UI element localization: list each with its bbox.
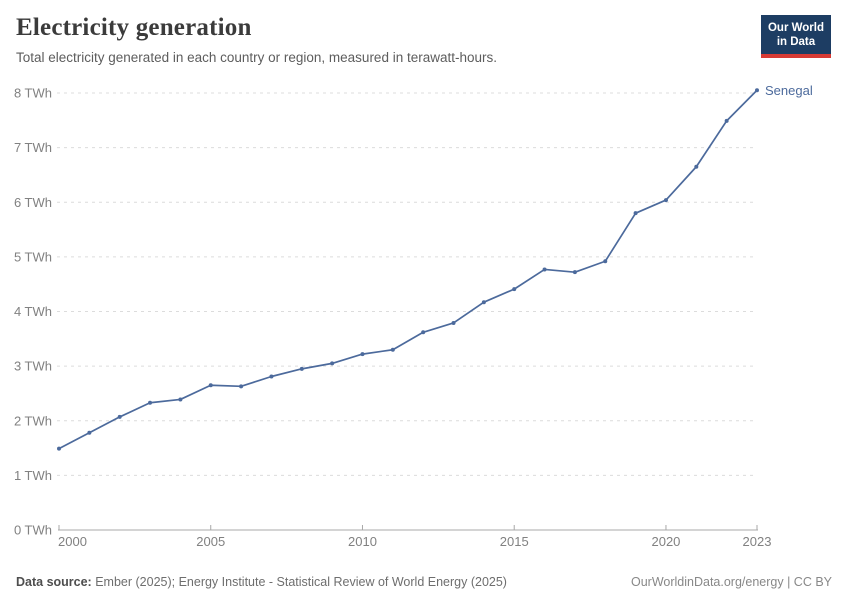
owid-logo-line2: in Data [776, 36, 816, 49]
data-point[interactable] [269, 374, 274, 379]
y-tick-label: 1 TWh [14, 468, 52, 483]
x-tick-label: 2000 [58, 534, 87, 549]
line-chart[interactable]: 0 TWh 1 TWh 2 TWh 3 TWh 4 TWh 5 TWh 6 TWh 7 TWh… [0, 80, 850, 555]
data-point[interactable] [87, 430, 92, 435]
data-point[interactable] [239, 384, 244, 389]
data-source: Data source: Ember (2025); Energy Instit… [16, 575, 507, 589]
data-point[interactable] [481, 300, 486, 305]
owid-logo[interactable]: Our World in Data [760, 15, 831, 59]
x-tick-label: 2020 [651, 534, 680, 549]
chart-subtitle: Total electricity generated in each coun… [16, 50, 497, 65]
data-point[interactable] [603, 259, 608, 264]
y-tick-label: 0 TWh [14, 523, 52, 538]
data-point[interactable] [360, 352, 365, 357]
data-point[interactable] [451, 320, 456, 325]
y-tick-label: 8 TWh [14, 86, 52, 101]
data-point[interactable] [755, 88, 759, 93]
chart-area: 0 TWh 1 TWh 2 TWh 3 TWh 4 TWh 5 TWh 6 TWh 7 TWh… [0, 80, 850, 555]
data-point[interactable] [421, 330, 426, 335]
series-end-label[interactable]: Senegal [765, 83, 813, 98]
x-tick-label: 2005 [196, 534, 225, 549]
data-point[interactable] [208, 383, 213, 388]
owid-logo-line1: Our World [767, 22, 824, 34]
data-point[interactable] [330, 361, 335, 366]
license-link[interactable]: OurWorldinData.org/energy | CC BY [630, 575, 832, 589]
data-point[interactable] [148, 400, 153, 405]
y-tick-label: 4 TWh [14, 304, 52, 319]
data-source-label: Data source: [16, 575, 92, 589]
y-tick-label: 7 TWh [14, 140, 52, 155]
chart-header: Electricity generation Total electricity… [16, 14, 750, 65]
chart-footer: Data source: Ember (2025); Energy Instit… [16, 575, 832, 589]
data-source-text: Ember (2025); Energy Institute - Statist… [91, 575, 507, 589]
data-point[interactable] [57, 446, 61, 451]
data-point[interactable] [390, 347, 395, 352]
x-tick-label: 2023 [743, 534, 772, 549]
y-tick-label: 3 TWh [14, 359, 52, 374]
chart-title: Electricity generation [16, 14, 252, 41]
y-tick-label: 2 TWh [14, 413, 52, 428]
data-point[interactable] [663, 198, 668, 203]
data-point[interactable] [633, 211, 638, 216]
y-tick-label: 6 TWh [14, 195, 52, 210]
data-point[interactable] [512, 287, 517, 292]
x-tick-label: 2010 [348, 534, 377, 549]
x-tick-label: 2015 [500, 534, 529, 549]
data-point[interactable] [542, 267, 547, 272]
data-point[interactable] [117, 414, 122, 419]
data-point[interactable] [178, 397, 183, 402]
data-point[interactable] [299, 366, 304, 371]
data-point[interactable] [694, 164, 699, 169]
data-point[interactable] [724, 118, 729, 123]
y-tick-label: 5 TWh [14, 249, 52, 264]
data-point[interactable] [572, 270, 577, 275]
senegal-line[interactable] [58, 89, 758, 450]
